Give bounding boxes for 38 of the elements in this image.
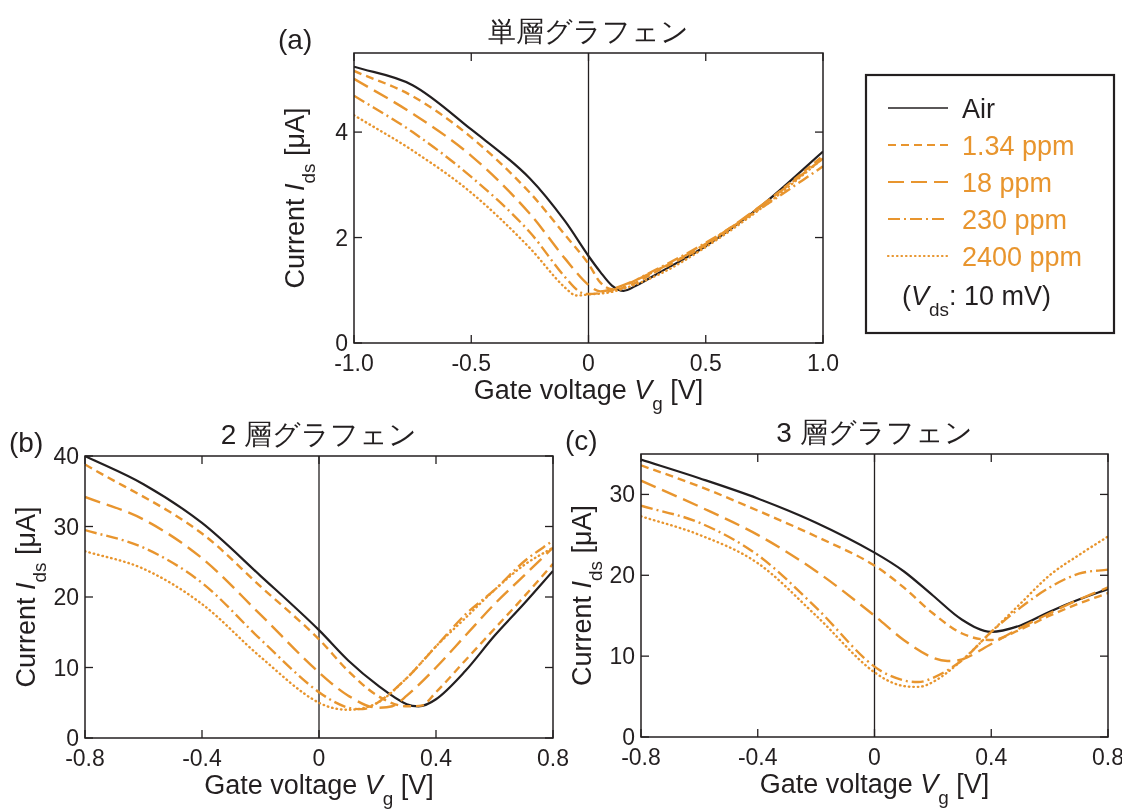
chart-title: 単層グラフェン bbox=[488, 16, 689, 47]
y-tick-label: 10 bbox=[53, 654, 79, 681]
x-tick-label: 0.8 bbox=[537, 745, 569, 771]
y-tick-label: 10 bbox=[609, 643, 635, 670]
legend-label: 1.34 ppm bbox=[962, 131, 1075, 161]
y-tick-label: 30 bbox=[609, 481, 635, 508]
x-tick-label: 0 bbox=[868, 744, 881, 770]
y-tick-label: 20 bbox=[53, 584, 79, 610]
legend-label: 18 ppm bbox=[962, 168, 1053, 198]
x-tick-label: 0.4 bbox=[975, 744, 1008, 770]
legend-label: Air bbox=[962, 94, 996, 124]
text: (b) bbox=[9, 427, 44, 458]
x-tick-label: -0.4 bbox=[737, 744, 778, 770]
x-axis-title: Gate voltage V$_{g}$ [V] bbox=[473, 375, 704, 414]
text: (a) bbox=[278, 24, 313, 55]
chart-title: 2 層グラフェン bbox=[220, 419, 418, 450]
y-tick-label: 30 bbox=[53, 513, 79, 540]
text: (c) bbox=[565, 425, 598, 456]
x-tick-label: -0.8 bbox=[65, 745, 105, 771]
legend-label: 230 ppm bbox=[962, 205, 1068, 235]
x-tick-label: -1.0 bbox=[334, 350, 374, 376]
x-axis-title: Gate voltage V$_{g}$ [V] bbox=[204, 770, 434, 809]
x-tick-label: 0 bbox=[582, 350, 595, 376]
x-tick-label: -0.4 bbox=[182, 745, 223, 771]
chart-title: 3 層グラフェン bbox=[776, 417, 973, 448]
y-tick-label: 2 bbox=[335, 224, 348, 251]
y-tick-label: 40 bbox=[53, 443, 79, 469]
y-tick-label: 4 bbox=[335, 119, 349, 146]
x-tick-label: -0.5 bbox=[451, 350, 492, 376]
x-axis-title: Gate voltage V$_{g}$ [V] bbox=[759, 769, 990, 808]
x-tick-label: 0.5 bbox=[689, 350, 722, 376]
legend-label: 2400 ppm bbox=[962, 242, 1083, 272]
x-tick-label: -0.8 bbox=[621, 744, 661, 770]
text: (V$_{ds}$: 10 mV) bbox=[902, 281, 1051, 320]
y-tick-label: 20 bbox=[609, 562, 635, 589]
x-tick-label: 0 bbox=[312, 745, 326, 771]
x-tick-label: 1.0 bbox=[807, 350, 839, 376]
x-tick-label: 0.4 bbox=[420, 745, 453, 771]
